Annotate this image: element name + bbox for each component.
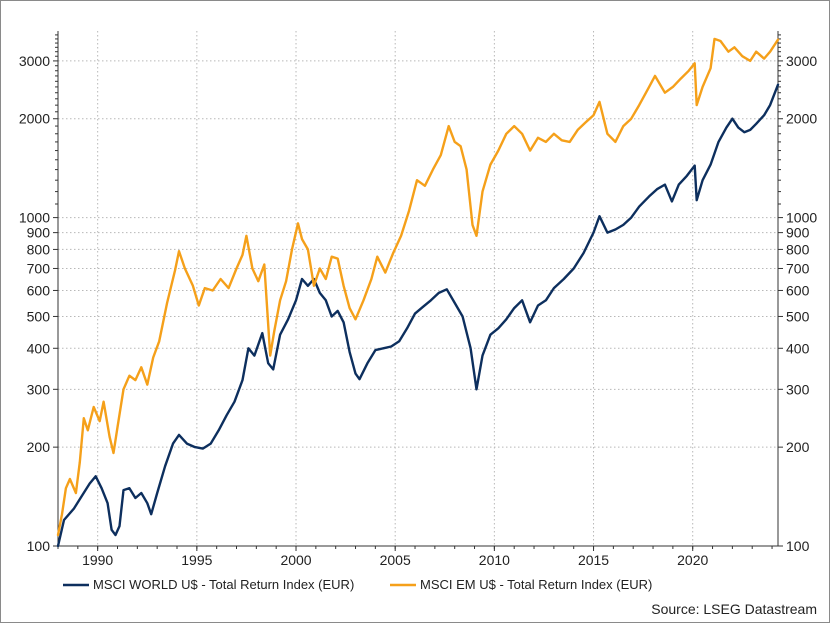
y-tick-label-right: 3000 [786,53,817,69]
y-tick-label-right: 200 [786,439,810,455]
x-tick-label: 2000 [280,552,311,568]
y-tick-label-left: 500 [27,308,51,324]
x-tick-label: 2020 [677,552,708,568]
series-line-msci-world [56,83,780,548]
y-tick-label-left: 100 [27,538,51,554]
y-tick-label-left: 600 [27,282,51,298]
x-tick-label: 1995 [181,552,212,568]
grid-lines [58,31,778,547]
y-tick-label-right: 500 [786,308,810,324]
y-tick-label-left: 300 [27,381,51,397]
y-tick-label-right: 100 [786,538,810,554]
y-tick-label-right: 2000 [786,111,817,127]
y-tick-label-left: 800 [27,241,51,257]
legend-label: MSCI EM U$ - Total Return Index (EUR) [420,577,652,592]
x-tick-label: 1990 [82,552,113,568]
y-tick-label-right: 800 [786,241,810,257]
source-label: Source: LSEG Datastream [651,601,817,617]
series-line-msci-em [56,37,780,537]
y-tick-label-left: 1000 [19,210,50,226]
x-tick-label: 2010 [479,552,510,568]
y-tick-label-right: 400 [786,340,810,356]
x-tick-label: 2015 [578,552,609,568]
y-tick-label-left: 900 [27,225,51,241]
y-tick-label-right: 600 [786,282,810,298]
y-tick-label-left: 2000 [19,111,50,127]
axes [53,31,783,551]
y-tick-label-left: 700 [27,260,51,276]
legend-label: MSCI WORLD U$ - Total Return Index (EUR) [93,577,354,592]
y-tick-label-left: 200 [27,439,51,455]
y-tick-label-right: 900 [786,225,810,241]
y-tick-label-right: 1000 [786,210,817,226]
y-tick-label-right: 300 [786,381,810,397]
legend: MSCI WORLD U$ - Total Return Index (EUR)… [63,577,652,592]
x-tick-label: 2005 [380,552,411,568]
tick-labels: 1990 1995 2000 2005 2010 2015 2020 100 100 200 200… [19,53,818,568]
series-lines [56,37,780,548]
y-tick-label-left: 3000 [19,53,50,69]
y-tick-label-left: 400 [27,340,51,356]
y-tick-label-right: 700 [786,260,810,276]
